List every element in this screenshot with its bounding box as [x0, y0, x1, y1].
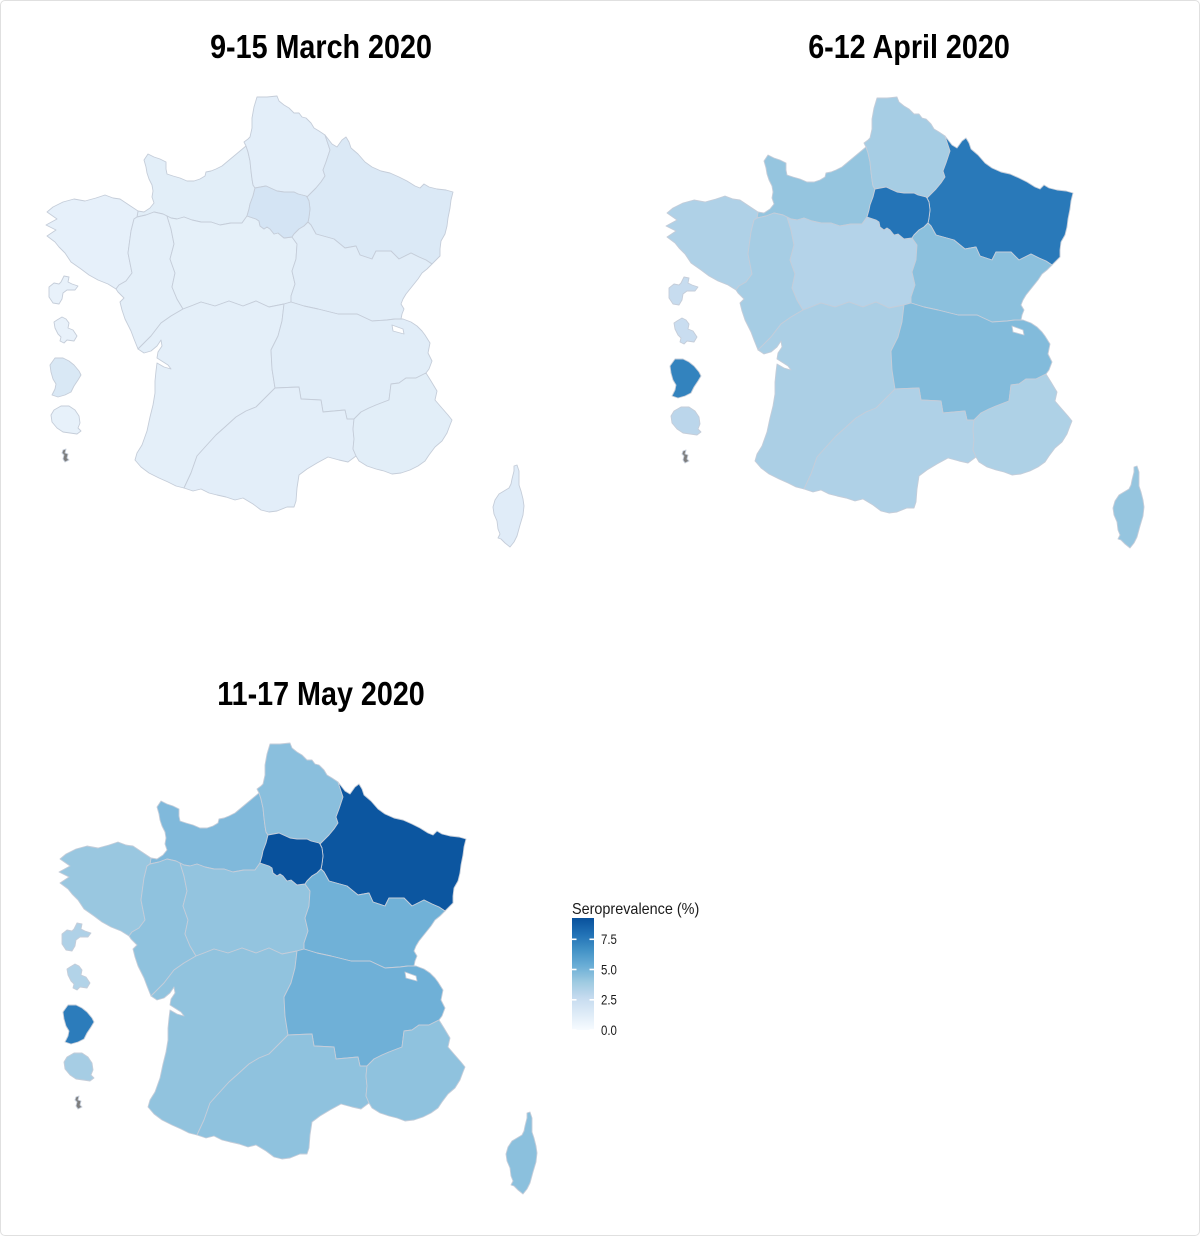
- svg-text:7.5: 7.5: [601, 932, 617, 947]
- svg-text:0.0: 0.0: [601, 1023, 617, 1038]
- svg-text:Seroprevalence (%): Seroprevalence (%): [572, 901, 699, 919]
- svg-text:2.5: 2.5: [601, 993, 617, 1008]
- svg-text:5.0: 5.0: [601, 962, 617, 977]
